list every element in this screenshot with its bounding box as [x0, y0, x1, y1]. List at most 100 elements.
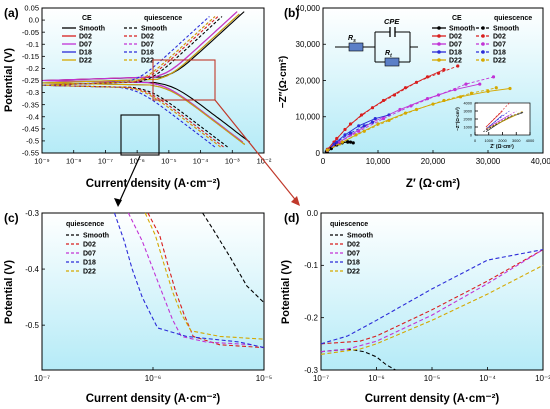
panel-a-xlabel: Current density (A·cm⁻²) [86, 178, 221, 190]
legend-label-smooth: Smooth [79, 26, 105, 33]
panel-c-plot-area [41, 212, 265, 371]
circuit-rt-resistor [384, 57, 400, 67]
panel-b-point-d07 [337, 140, 342, 144]
legend-label-d18: D18 [493, 50, 506, 57]
circuit-rt-label-main: R [385, 50, 390, 57]
panel-b-ytick-label: 20,000 [296, 76, 321, 85]
panel-b-legend-ce-title: CE [452, 15, 462, 22]
panel-d-xtick-label: 10⁻⁵ [424, 374, 440, 383]
panel-b-inset-ytick-label: 1000 [464, 125, 472, 129]
panel-a-ytick-label: -0.45 [22, 124, 39, 133]
legend-marker-d18 [437, 50, 441, 54]
circuit-rs-label-sub: s [353, 38, 356, 44]
callout-arrowhead-d [291, 196, 300, 206]
panel-b-inset-content: 0 1000 2000 3000 4000 0 1000 2000 3000 4000 [464, 101, 535, 142]
panel-b-nyquist: 0 10,000 20,000 30,000 40,000 0 10,000 20,000 30… [278, 4, 550, 190]
panel-b-inset-ytick-label: 4000 [464, 101, 472, 105]
legend-label-d22: D22 [83, 269, 96, 276]
panel-b-xtick-label: 10,000 [366, 157, 391, 166]
panel-b-ytick-label: 40,000 [296, 4, 321, 13]
panel-b-point-d02 [370, 106, 375, 110]
panel-b-xtick-label: 0 [321, 157, 326, 166]
panel-a-ytick-label: -0.5 [26, 137, 39, 146]
legend-label-d07: D07 [79, 42, 92, 49]
panel-a-curve-quiescence-d22 [42, 16, 221, 148]
panel-d-ylabel: Potential (V) [280, 260, 292, 325]
panel-d-zoom-corrosion-potential: 10⁻⁷ 10⁻⁶ 10⁻⁵ 10⁻⁴ 10⁻³0.0-0.1-0.2-0.3 (d) … [280, 209, 550, 405]
panel-d-legend-entries: Smooth D02 D07 D18 D22 [330, 233, 373, 276]
legend-label-d22: D22 [347, 269, 360, 276]
panel-c-ytick-label: -0.4 [25, 265, 39, 274]
panel-c-ytick-label: -0.3 [25, 209, 39, 218]
panel-a-ytick-label: -0.35 [22, 100, 39, 109]
panel-a-curve-CE-d22 [42, 13, 246, 145]
legend-label-smooth: Smooth [449, 26, 475, 33]
circuit-rt-label-sub: t [390, 53, 392, 59]
panel-a-zoom-box-c [120, 114, 160, 156]
legend-marker-d22 [437, 58, 441, 62]
legend-label-smooth: Smooth [83, 233, 109, 240]
panel-a-ytick-label: 0.05 [24, 4, 39, 13]
panel-b-inset-curve-d22 [485, 114, 517, 130]
panel-b-inset: 0 1000 2000 3000 4000 0 1000 2000 3000 4000 Z′ (Ω… [455, 101, 534, 150]
panel-b-point-d07 [409, 104, 413, 108]
panel-a-ytick-label: -0.25 [22, 76, 39, 85]
panel-d-xlabel: Current density (A·cm⁻²) [365, 393, 500, 405]
panel-c-curve-d07 [127, 212, 254, 346]
legend-marker-d02 [437, 34, 441, 38]
panel-a-legend-quiescence-title: quiescence [144, 15, 182, 22]
panel-b-point-d07 [381, 116, 386, 121]
panel-a-ytick-label: 0.0 [29, 16, 39, 25]
panel-d-legend-title: quiescence [330, 221, 368, 228]
panel-b-point-d22 [442, 98, 446, 103]
callout-arrow-to-c [117, 155, 141, 206]
panel-c-curve-d22 [144, 212, 265, 340]
panel-b-point-d22 [458, 95, 463, 99]
panel-b-ytick-label: 0 [316, 149, 321, 158]
panel-a-xtick-label: 10⁻³ [225, 157, 240, 166]
legend-label-d07: D07 [83, 251, 96, 258]
panel-b-point-d07 [464, 82, 468, 86]
legend-marker-smooth [481, 26, 485, 30]
panel-a-ytick-label: -0.2 [26, 64, 39, 73]
panel-b-point-d22 [362, 129, 366, 133]
legend-label-d02: D02 [347, 242, 360, 249]
panel-b-inset-ylabel: −Z″(Ω·cm²) [455, 107, 460, 131]
panel-c-xtick-label: 10⁻⁷ [34, 374, 50, 383]
panel-b-point-d18 [335, 140, 339, 144]
panel-d-ytick-label: -0.2 [304, 313, 318, 322]
panel-a-curve-quiescence-d18 [42, 16, 216, 148]
circuit-rs-resistor [348, 42, 364, 52]
legend-label-d02: D02 [83, 242, 96, 249]
panel-a-ylabel: Potential (V) [3, 48, 15, 113]
legend-label-d02: D02 [449, 34, 462, 41]
panel-c-xtick-label: 10⁻⁵ [256, 374, 272, 383]
panel-b-point-d07 [357, 129, 361, 133]
panel-b-point-d22 [508, 86, 512, 91]
legend-label-d22: D22 [141, 58, 154, 65]
panel-b-point-d02 [348, 122, 353, 126]
panel-a-zoom-box-d [152, 59, 216, 101]
panel-b-point-smooth [346, 140, 350, 144]
panel-b-point-d18 [373, 116, 377, 121]
legend-marker-d02 [481, 34, 485, 38]
panel-b-inset-xtick-label: 0 [474, 139, 476, 143]
legend-label-d02: D02 [79, 34, 92, 41]
panel-c-legend: quiescence Smooth D02 D07 D18 D22 [66, 221, 109, 276]
panel-b-curves [324, 64, 512, 154]
legend-label-d22: D22 [79, 58, 92, 65]
panel-d-xtick-label: 10⁻⁷ [313, 374, 329, 383]
panel-b-point-d22 [387, 118, 391, 122]
legend-marker-d22 [481, 58, 485, 62]
equivalent-circuit-diagram: CPE Rs Rt [335, 17, 418, 67]
panel-c-ticks: 10⁻⁷ 10⁻⁶ 10⁻⁵ -0.3 -0.4 -0.5 [25, 209, 272, 383]
legend-marker-d07 [481, 42, 485, 46]
panel-c-xlabel: Current density (A·cm⁻²) [86, 393, 221, 405]
panel-b-point-smooth [348, 140, 353, 144]
panel-d-xtick-label: 10⁻³ [535, 374, 550, 383]
circuit-rs-label-main: R [348, 35, 353, 42]
